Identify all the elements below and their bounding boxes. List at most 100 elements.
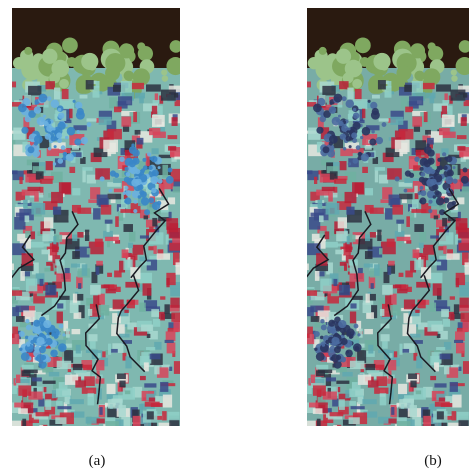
texture xyxy=(42,231,54,241)
texture xyxy=(96,261,103,266)
texture xyxy=(316,127,323,134)
texture xyxy=(439,331,448,340)
texture xyxy=(434,383,446,387)
texture xyxy=(58,343,67,352)
texture xyxy=(16,375,20,383)
texture xyxy=(362,109,365,119)
texture xyxy=(396,66,411,81)
texture xyxy=(328,189,332,201)
texture xyxy=(456,278,459,287)
texture xyxy=(14,403,23,408)
texture xyxy=(144,383,156,387)
texture xyxy=(458,367,461,371)
texture xyxy=(339,121,344,126)
texture xyxy=(133,416,141,429)
texture xyxy=(30,231,35,239)
texture xyxy=(97,195,108,206)
texture xyxy=(129,160,136,167)
texture xyxy=(172,238,185,244)
texture xyxy=(316,352,325,361)
texture xyxy=(123,224,132,232)
texture xyxy=(87,248,91,254)
texture xyxy=(392,205,403,215)
texture xyxy=(137,138,144,145)
texture xyxy=(143,165,148,170)
texture xyxy=(46,125,53,132)
texture xyxy=(44,217,53,228)
texture xyxy=(8,290,22,296)
satellite-image-a xyxy=(0,8,189,435)
texture xyxy=(146,347,155,350)
texture xyxy=(65,396,71,404)
texture xyxy=(150,176,158,184)
texture xyxy=(325,340,329,344)
texture xyxy=(424,160,431,167)
texture xyxy=(105,421,118,432)
texture xyxy=(174,361,180,374)
texture xyxy=(141,197,149,205)
texture xyxy=(152,106,157,114)
texture xyxy=(332,320,335,323)
texture xyxy=(39,425,43,431)
texture xyxy=(85,230,89,241)
texture xyxy=(82,167,92,171)
texture xyxy=(380,393,387,405)
texture xyxy=(336,231,348,241)
texture xyxy=(450,296,455,299)
texture xyxy=(59,79,69,89)
texture xyxy=(57,361,72,369)
texture xyxy=(326,377,336,381)
texture xyxy=(154,342,161,350)
texture xyxy=(410,334,421,338)
texture xyxy=(390,305,401,316)
texture xyxy=(139,303,146,312)
texture xyxy=(346,136,352,142)
texture xyxy=(152,170,159,177)
texture xyxy=(21,127,28,134)
texture xyxy=(395,176,400,181)
texture xyxy=(44,121,49,126)
texture xyxy=(135,130,141,135)
texture xyxy=(168,135,178,139)
texture xyxy=(413,165,420,170)
texture xyxy=(19,331,25,337)
texture xyxy=(39,346,46,353)
texture xyxy=(404,299,415,309)
texture xyxy=(352,79,362,89)
texture xyxy=(439,398,445,402)
texture xyxy=(348,128,351,131)
texture xyxy=(124,310,128,313)
texture xyxy=(459,288,469,296)
texture xyxy=(73,100,76,103)
texture xyxy=(375,167,385,171)
texture xyxy=(443,197,449,203)
texture xyxy=(107,273,112,277)
texture xyxy=(146,84,161,91)
texture xyxy=(114,107,122,113)
texture xyxy=(61,145,66,150)
texture xyxy=(365,235,370,242)
texture xyxy=(166,278,169,287)
texture xyxy=(38,399,44,407)
texture xyxy=(10,384,17,394)
texture xyxy=(12,327,18,335)
texture xyxy=(382,122,387,127)
texture xyxy=(388,267,392,275)
texture xyxy=(40,340,44,344)
texture xyxy=(357,333,360,336)
texture xyxy=(335,340,339,344)
texture xyxy=(153,132,166,138)
texture xyxy=(18,385,31,395)
texture xyxy=(116,287,121,292)
texture xyxy=(77,108,84,115)
texture xyxy=(317,419,321,428)
texture xyxy=(147,411,154,419)
texture xyxy=(378,80,386,89)
texture xyxy=(445,176,453,184)
texture xyxy=(124,177,130,183)
texture xyxy=(416,390,421,394)
texture xyxy=(399,344,402,355)
texture xyxy=(23,310,36,322)
texture xyxy=(424,112,428,122)
texture xyxy=(430,96,435,103)
